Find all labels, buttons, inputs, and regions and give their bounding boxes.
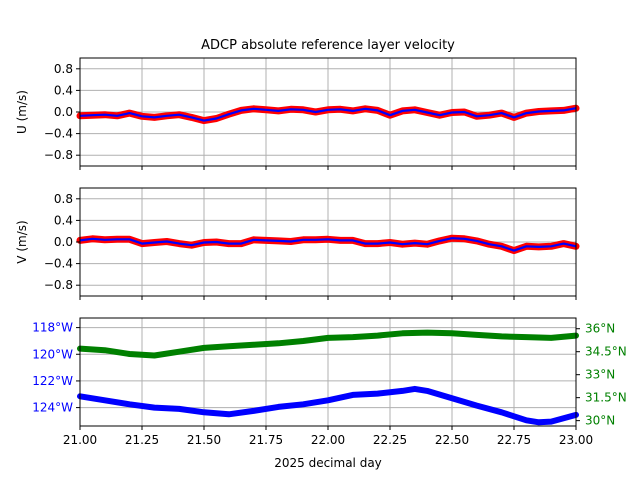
- velocity-series-line: [79, 107, 577, 122]
- y-tick-label: 0.8: [54, 192, 73, 206]
- latitude-tick-label: 36°N: [585, 322, 615, 336]
- y-tick-label: −0.8: [44, 278, 73, 292]
- y-tick-label: 0.0: [54, 235, 73, 249]
- y-tick-label: −0.4: [44, 257, 73, 271]
- x-tick-label: 21.50: [187, 433, 221, 447]
- chart-title: ADCP absolute reference layer velocity: [201, 38, 455, 53]
- x-tick-label: 22.75: [497, 433, 531, 447]
- u-velocity-panel: U (m/s) 0.8 0.4 0.0 −0.4 −0.8: [15, 57, 580, 170]
- x-tick-label: 21.25: [125, 433, 159, 447]
- latitude-tick-label: 31.5°N: [585, 391, 627, 405]
- y-tick-label: 0.8: [54, 62, 73, 76]
- longitude-tick-label: 120°W: [32, 347, 73, 361]
- latitude-tick-label: 34.5°N: [585, 345, 627, 359]
- x-tick-label: 22.00: [311, 433, 345, 447]
- latitude-tick-label: 33°N: [585, 368, 615, 382]
- position-panel: 2025 decimal day 118°W 120°W 122°W 124°W 36°…: [32, 317, 627, 470]
- y-tick-label: −0.4: [44, 127, 73, 141]
- longitude-series-line: [77, 385, 579, 426]
- v-axis-label: V (m/s): [15, 220, 29, 263]
- velocity-series-line: [79, 237, 577, 252]
- y-tick-label: −0.8: [44, 148, 73, 162]
- y-tick-label: 0.0: [54, 105, 73, 119]
- latitude-series-line: [77, 329, 579, 359]
- y-tick-label: 0.4: [54, 83, 73, 97]
- longitude-tick-label: 118°W: [32, 321, 73, 335]
- latitude-tick-label: 30°N: [585, 414, 615, 428]
- longitude-tick-label: 124°W: [32, 401, 73, 415]
- x-tick-label: 21.00: [63, 433, 97, 447]
- x-tick-label: 22.25: [373, 433, 407, 447]
- y-tick-label: 0.4: [54, 213, 73, 227]
- x-axis-label: 2025 decimal day: [274, 456, 382, 470]
- x-tick-label: 21.75: [249, 433, 283, 447]
- v-velocity-panel: V (m/s) 0.8 0.4 0.0 −0.4 −0.8: [15, 187, 580, 300]
- u-axis-label: U (m/s): [15, 90, 29, 134]
- x-tick-label: 23.00: [559, 433, 593, 447]
- longitude-tick-label: 122°W: [32, 374, 73, 388]
- x-tick-label: 22.50: [435, 433, 469, 447]
